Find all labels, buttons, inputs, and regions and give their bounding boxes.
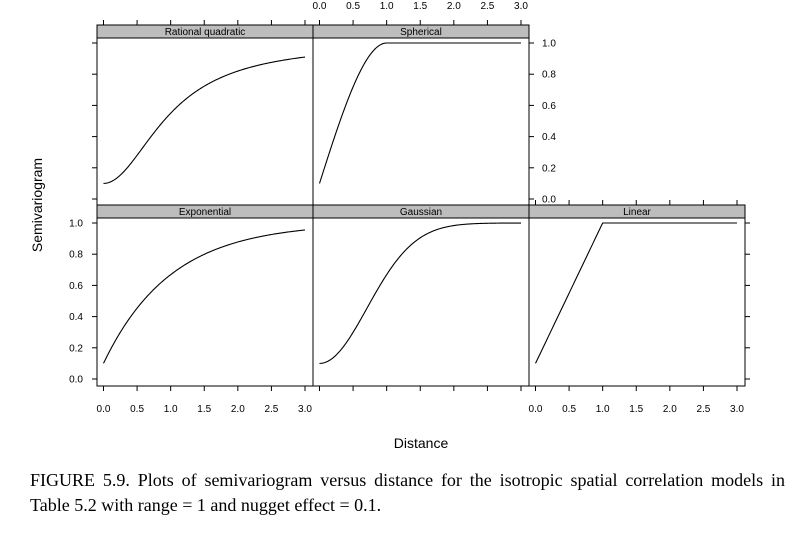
x-axis-title: Distance — [394, 435, 449, 451]
panel-frame-exponential — [96, 217, 314, 387]
x-tick-label: 0.5 — [562, 404, 576, 415]
x-tick-label: 3.0 — [730, 404, 744, 415]
strip-label-exponential: Exponential — [179, 207, 231, 218]
series-line-exponential — [103, 229, 306, 364]
x-tick-label: 0.0 — [529, 404, 543, 415]
y-tick-label: 0.2 — [542, 163, 556, 174]
x-tick-label: 0.0 — [313, 1, 327, 12]
strip-label-spherical: Spherical — [400, 27, 442, 38]
y-tick-label: 0.8 — [542, 70, 556, 81]
panel-frame-spherical — [312, 37, 530, 207]
y-tick-label: 0.0 — [542, 195, 556, 206]
y-tick-label: 1.0 — [69, 219, 83, 230]
x-tick-label: 1.5 — [413, 1, 427, 12]
x-tick-label: 3.0 — [514, 1, 528, 12]
panel-frame-linear — [528, 217, 746, 387]
x-tick-label: 2.0 — [663, 404, 677, 415]
y-axis-title: Semivariogram — [29, 158, 45, 252]
x-tick-label: 1.5 — [197, 404, 211, 415]
y-tick-label: 0.4 — [69, 312, 83, 323]
x-tick-label: 2.0 — [231, 404, 245, 415]
x-tick-label: 2.5 — [696, 404, 710, 415]
x-tick-label: 3.0 — [298, 404, 312, 415]
y-tick-label: 0.8 — [69, 250, 83, 261]
series-line-linear — [535, 222, 737, 364]
x-tick-label: 1.5 — [629, 404, 643, 415]
x-tick-label: 0.0 — [97, 404, 111, 415]
x-tick-label: 2.5 — [264, 404, 278, 415]
series-line-gaussian — [319, 222, 521, 364]
series-line-rational-quadratic — [103, 56, 306, 184]
x-tick-label: 0.5 — [130, 404, 144, 415]
x-tick-label: 2.0 — [447, 1, 461, 12]
y-tick-label: 0.6 — [69, 281, 83, 292]
x-tick-label: 1.0 — [380, 1, 394, 12]
panel-frame-rational-quadratic — [96, 37, 314, 207]
y-tick-label: 1.0 — [542, 39, 556, 50]
series-line-spherical — [318, 42, 521, 184]
y-tick-label: 0.0 — [69, 375, 83, 386]
y-tick-label: 0.6 — [542, 101, 556, 112]
y-tick-label: 0.4 — [542, 132, 556, 143]
strip-label-rational-quadratic: Rational quadratic — [165, 27, 246, 38]
x-tick-label: 1.0 — [164, 404, 178, 415]
strip-label-linear: Linear — [623, 207, 651, 218]
figure-caption: FIGURE 5.9. Plots of semivariogram versu… — [30, 470, 785, 515]
panel-frame-gaussian — [312, 217, 530, 387]
y-tick-label: 0.2 — [69, 343, 83, 354]
x-tick-label: 0.5 — [346, 1, 360, 12]
strip-label-gaussian: Gaussian — [400, 207, 442, 218]
x-tick-label: 1.0 — [596, 404, 610, 415]
x-tick-label: 2.5 — [480, 1, 494, 12]
